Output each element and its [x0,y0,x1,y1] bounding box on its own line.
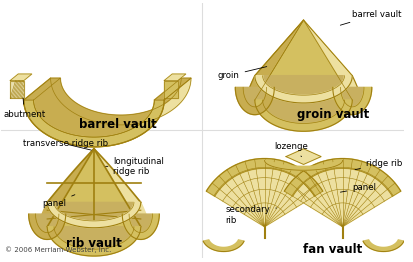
Polygon shape [304,20,361,103]
Polygon shape [154,78,191,100]
Polygon shape [10,74,32,80]
Polygon shape [28,214,66,239]
Polygon shape [94,149,149,230]
Polygon shape [47,149,141,250]
Polygon shape [33,78,181,137]
Polygon shape [263,100,344,123]
Polygon shape [243,88,266,107]
Polygon shape [24,78,60,100]
Polygon shape [341,88,364,107]
Text: © 2006 Merriam-Webster, Inc.: © 2006 Merriam-Webster, Inc. [5,247,112,253]
Polygon shape [285,159,401,196]
Text: barrel vault: barrel vault [340,10,402,25]
Text: groin vault: groin vault [297,108,369,121]
Polygon shape [263,76,344,95]
Polygon shape [39,149,94,230]
Polygon shape [246,20,304,103]
Polygon shape [206,159,323,196]
Polygon shape [286,149,321,164]
Polygon shape [164,80,178,98]
Polygon shape [333,88,372,115]
Text: groin: groin [218,67,267,80]
Polygon shape [255,20,352,96]
Polygon shape [255,20,352,123]
Polygon shape [47,227,141,256]
Polygon shape [24,78,191,147]
Text: barrel vault: barrel vault [79,118,157,130]
Polygon shape [24,100,164,147]
Polygon shape [47,149,141,223]
Text: panel: panel [42,195,75,208]
Polygon shape [47,203,141,228]
Polygon shape [10,80,24,98]
Text: panel: panel [340,183,376,192]
Text: ridge rib: ridge rib [355,159,402,170]
Polygon shape [129,214,152,233]
Polygon shape [255,76,352,103]
Polygon shape [164,74,186,80]
Text: transverse ridge rib: transverse ridge rib [23,139,108,150]
Polygon shape [255,100,352,131]
Polygon shape [363,240,404,252]
Text: fan vault: fan vault [303,243,363,256]
Polygon shape [265,161,342,170]
Polygon shape [54,227,134,249]
Polygon shape [285,159,401,227]
Text: secondary
rib: secondary rib [225,205,276,225]
Polygon shape [206,159,323,227]
Polygon shape [235,88,274,115]
Text: lozenge: lozenge [274,142,308,157]
Text: abutment: abutment [3,98,45,119]
Polygon shape [203,240,244,252]
Text: longitudinal
ridge rib: longitudinal ridge rib [106,157,164,176]
Polygon shape [122,214,159,239]
Polygon shape [36,214,59,233]
Text: rib vault: rib vault [66,237,122,249]
Polygon shape [54,203,134,221]
